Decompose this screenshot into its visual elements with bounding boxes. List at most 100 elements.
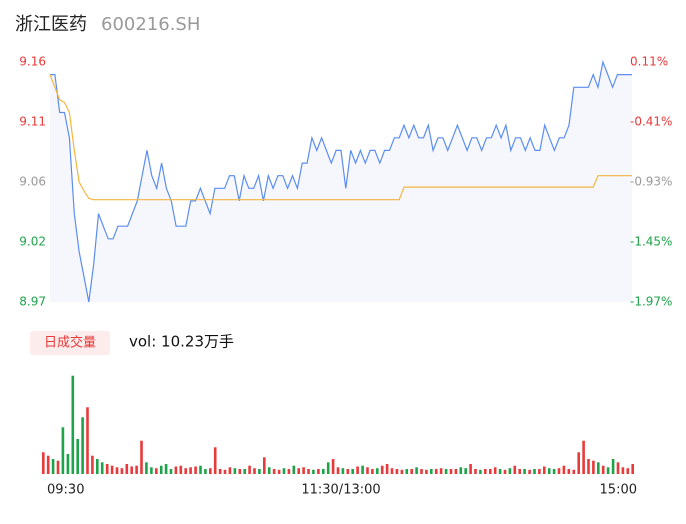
volume-bar [474,469,477,474]
volume-bar [356,466,359,474]
volume-bar [405,469,409,474]
volume-bar [484,469,487,474]
volume-bar [42,452,45,474]
volume-bar [86,407,89,474]
volume-bar [223,469,227,474]
volume-bar [597,462,600,474]
volume-bar [115,467,119,474]
volume-bar [184,468,187,474]
volume-bar [287,469,291,474]
volume-bar [204,469,207,474]
volume-bar [430,469,433,474]
volume-bar [454,469,458,474]
volume-bar [189,467,192,474]
volume-bar [346,469,350,474]
volume-bar [592,460,595,474]
volume-bar [336,467,340,474]
volume-bar [263,457,266,474]
volume-badge [30,331,110,355]
volume-bar [587,459,590,474]
volume-bar [277,469,281,474]
y2-tick-label: -1.45% [630,235,672,249]
volume-bar [489,469,492,474]
volume-bar [46,455,50,474]
volume-bar [538,469,541,474]
volume-bar [130,466,133,474]
volume-bar [297,468,300,474]
volume-bar [302,467,305,474]
volume-bar [243,469,246,474]
volume-bar [282,468,286,474]
volume-bar [385,464,389,474]
volume-bar [616,462,620,474]
volume-bar [606,467,610,474]
volume-bar [100,462,104,474]
volume-bar [125,464,129,474]
volume-bar [425,469,428,474]
volume-bar [66,454,70,474]
volume-bar [145,462,148,474]
volume-bar [322,469,325,474]
volume-bar [503,469,507,474]
volume-bar [56,460,60,474]
volume-bar [513,465,517,474]
volume-bar [179,465,183,474]
volume-bar [611,459,615,474]
price-area [50,62,632,302]
volume-bar [292,465,296,474]
volume-bar [213,447,217,474]
volume-bar [508,468,512,474]
y2-tick-label: -0.93% [630,175,672,189]
volume-bar [479,469,482,474]
volume-summary: vol: 10.23万手 [129,333,234,351]
volume-bar [557,468,561,474]
volume-bar [199,465,202,474]
volume-bar [351,469,354,474]
volume-bar [218,469,222,474]
volume-bar [150,467,153,474]
volume-bar [312,469,315,474]
volume-bar [493,467,497,474]
stock-name: 浙江医药 [15,14,87,35]
volume-bar [238,469,242,474]
volume-bar [51,459,55,474]
volume-bar [572,469,576,474]
volume-bar [272,469,276,474]
volume-bar [169,469,173,474]
volume-bar [96,459,99,474]
average-line [49,74,632,201]
volume-bar [400,469,404,474]
volume-bar [135,465,138,474]
y2-tick-label: -1.97% [630,295,672,309]
volume-bar [543,466,546,474]
volume-bar [552,469,556,474]
volume-bar [434,469,438,474]
volume-bar [469,464,472,474]
volume-bar [601,465,605,474]
volume-bar [341,468,345,474]
volume-bar [449,469,453,474]
volume-bar [420,469,423,474]
volume-bar [76,439,79,474]
volume-bar [253,468,256,474]
y-tick-label: 9.02 [19,235,46,249]
volume-bar [228,467,232,474]
volume-bar [81,417,84,474]
volume-bar [371,469,374,474]
volume-bar [71,375,75,474]
volume-bar [547,468,551,474]
volume-bar [395,469,399,474]
y-tick-label: 9.11 [19,115,46,129]
volume-bar [248,465,251,474]
x-tick-label: 15:00 [600,483,637,498]
volume-bar [164,464,168,474]
volume-bar [233,468,237,474]
y-tick-label: 9.06 [19,175,46,189]
volume-bar [140,440,143,474]
volume-bar [366,467,369,474]
volume-bar [518,469,521,474]
volume-bar [631,464,634,474]
volume-bar [326,462,330,474]
